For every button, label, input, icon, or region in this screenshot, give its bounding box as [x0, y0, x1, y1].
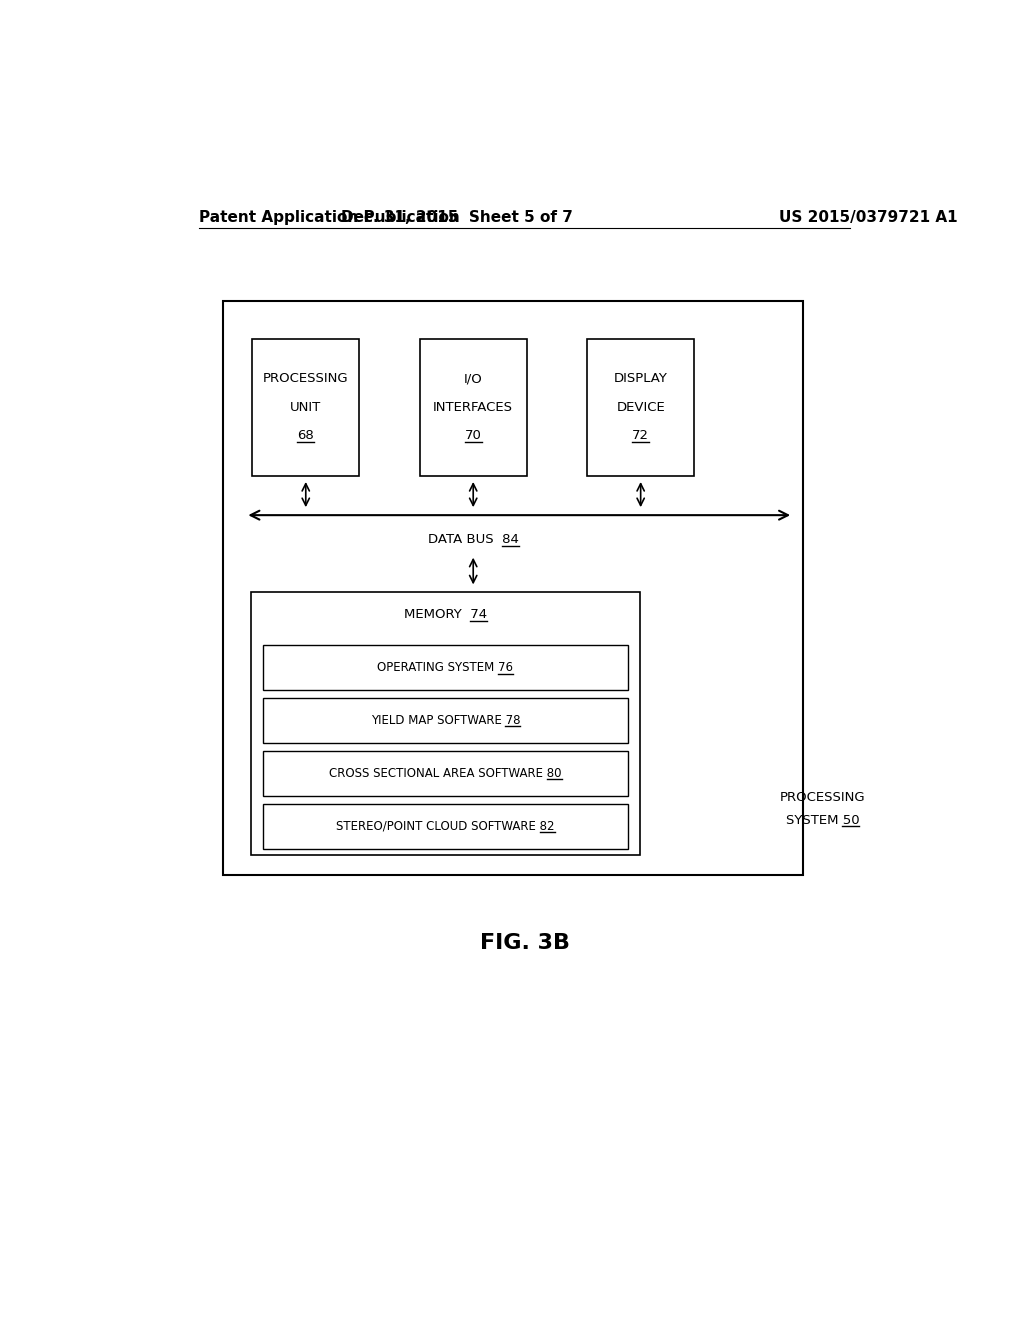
Text: Patent Application Publication: Patent Application Publication [200, 210, 460, 224]
Text: INTERFACES: INTERFACES [433, 401, 513, 414]
Text: DEVICE: DEVICE [616, 401, 665, 414]
Text: US 2015/0379721 A1: US 2015/0379721 A1 [778, 210, 957, 224]
Text: CROSS SECTIONAL AREA SOFTWARE 80: CROSS SECTIONAL AREA SOFTWARE 80 [329, 767, 562, 780]
Text: Dec. 31, 2015  Sheet 5 of 7: Dec. 31, 2015 Sheet 5 of 7 [341, 210, 573, 224]
Text: DISPLAY: DISPLAY [613, 372, 668, 385]
Bar [251, 593, 640, 854]
Bar [263, 698, 628, 743]
Text: MEMORY  74: MEMORY 74 [403, 609, 487, 622]
Text: SYSTEM 50: SYSTEM 50 [785, 813, 859, 826]
Bar [263, 751, 628, 796]
Text: YIELD MAP SOFTWARE 78: YIELD MAP SOFTWARE 78 [371, 714, 520, 727]
Bar [223, 301, 803, 875]
Text: I/O: I/O [464, 372, 482, 385]
Text: 70: 70 [465, 429, 481, 442]
Text: PROCESSING: PROCESSING [263, 372, 348, 385]
Text: OPERATING SYSTEM 76: OPERATING SYSTEM 76 [378, 661, 513, 675]
Text: DATA BUS  84: DATA BUS 84 [428, 533, 518, 546]
Bar [263, 645, 628, 690]
Bar [252, 339, 359, 477]
Text: STEREO/POINT CLOUD SOFTWARE 82: STEREO/POINT CLOUD SOFTWARE 82 [336, 820, 555, 833]
Bar [587, 339, 694, 477]
Bar [263, 804, 628, 849]
Text: 72: 72 [632, 429, 649, 442]
Text: UNIT: UNIT [290, 401, 322, 414]
Text: PROCESSING: PROCESSING [779, 791, 865, 804]
Text: 68: 68 [297, 429, 314, 442]
Bar [420, 339, 526, 477]
Text: FIG. 3B: FIG. 3B [480, 933, 569, 953]
